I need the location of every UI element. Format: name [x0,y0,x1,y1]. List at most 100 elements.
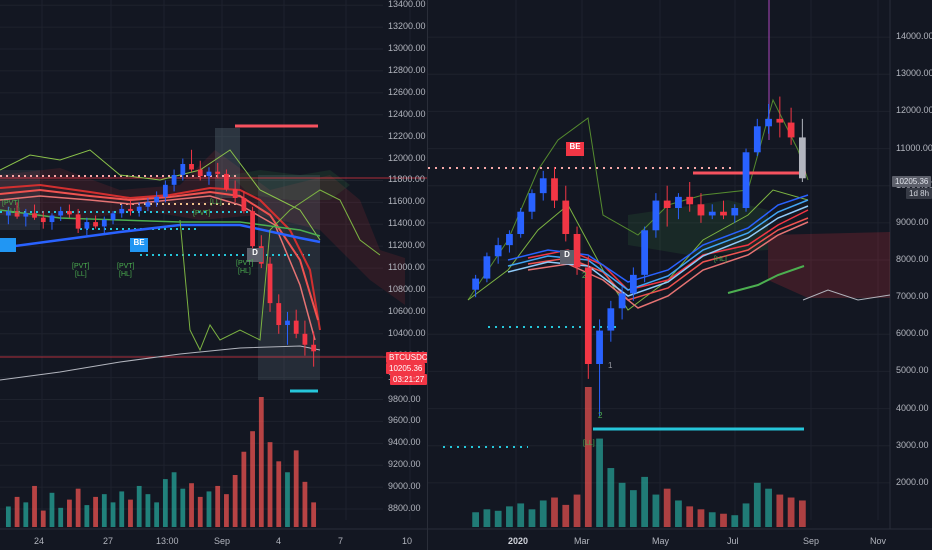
candle-body [40,217,46,223]
volume-bar [562,504,570,527]
ma-line [727,265,805,294]
candle-body [250,211,255,247]
volume-bar [215,485,221,527]
left-chart-pane[interactable]: 13400.00 13200.00 13000.00 12800.00 12600.00… [0,0,427,550]
pivot-label: [LL] [75,271,87,278]
time-axis-tick: 10 [402,536,413,546]
candle-body [765,118,772,127]
price-axis-tick: 12800.00 [388,64,426,75]
candle-body [84,222,90,229]
time-axis-tick: 2020 [508,536,529,546]
wave-label: 2 [598,411,603,420]
candle-body [720,211,727,216]
cloud-band [0,150,405,305]
time-axis-tick: Sep [214,536,231,546]
candle-body [206,171,212,177]
price-axis-tick: 9600.00 [388,415,421,426]
volume-bar [75,488,81,527]
last-price-tag: 10205.36 [892,176,932,187]
volume-bar [652,494,660,527]
time-axis-tick: May [652,536,670,546]
volume-bar [162,479,168,527]
price-axis-tick: 10600.00 [388,305,426,316]
volume-bar [49,492,55,527]
price-axis-tick: 11400.00 [388,218,425,229]
volume-bar [641,476,649,527]
price-axis-tick: 11800.00 [388,174,425,185]
candle-body [483,256,491,279]
price-axis-tick: 4000.00 [896,402,929,413]
price-axis-tick: 12000.00 [896,105,932,116]
candle-body [596,330,603,364]
wave-label: 1 [608,361,613,370]
price-axis-tick: 10400.00 [388,327,426,338]
candle-body [302,333,308,345]
volume-bar [494,510,502,527]
volume-bar [607,468,615,527]
candle-body [276,303,282,326]
candle-body [49,215,55,223]
pane-divider[interactable] [427,0,428,550]
volume-bar [731,515,739,527]
volume-bar [686,506,694,527]
candle-body [506,234,513,246]
time-axis-tick: Sep [803,536,820,546]
volume-bar [189,483,194,527]
price-axis-tick: 9000.00 [388,481,421,492]
pivot-label: [PVT] [117,263,135,270]
time-axis-tick: 4 [276,536,282,546]
volume-bar [276,461,282,527]
time-axis-tick: Mar [574,536,590,546]
candle-body [787,122,795,138]
candle-body [753,126,761,153]
be-marker: BE [566,142,584,156]
pivot-label: [PVT] [236,260,254,267]
volume-bar [285,472,290,527]
volume-bar [765,488,772,527]
volume-bar [798,500,806,527]
ichimoku-line [0,149,321,241]
volume-bar [776,494,784,527]
volume-bar [539,500,547,527]
candle-body [32,213,37,218]
price-axis-tick: 13200.00 [388,21,426,32]
ma-line [0,195,316,341]
candle-body [128,208,133,212]
left-chart-canvas[interactable] [0,0,427,550]
volume-bar [197,496,203,527]
candle-body [75,214,81,229]
last-price-tag: 10205.36 [386,363,426,374]
price-axis-tick: 13000.00 [388,43,426,53]
candle-body [641,230,649,275]
volume-bar [180,488,186,527]
volume-bar [472,512,480,527]
volume-bar [753,482,761,527]
be-marker-edge [0,238,16,252]
volume-bar [258,397,264,527]
volume-bar [250,431,255,527]
price-axis-tick: 9200.00 [388,459,421,470]
volume-bar [787,497,795,527]
candle-body [652,200,660,231]
right-chart-pane[interactable]: 14000.0013000.0012000.0011000.0010000.00… [428,0,932,550]
volume-bar [302,481,308,527]
volume-bar [551,497,558,527]
cloud-band [768,232,890,298]
volume-bar [171,472,177,527]
right-chart-canvas[interactable] [428,0,932,550]
candle-body [162,184,168,197]
pivot-label: [PVT] [72,263,90,270]
price-axis-tick: 9400.00 [388,437,421,448]
ma-line [527,221,809,309]
candle-body [472,278,480,290]
volume-bar [708,512,716,527]
candle-body [93,222,98,227]
pivot-label: [LL] [583,440,595,447]
candle-body [58,211,64,216]
volume-bar [58,507,64,527]
ma-line [0,209,321,237]
volume-bar [84,505,90,527]
price-axis-tick: 9800.00 [388,393,421,404]
volume-bar [697,509,705,527]
lagging-line [179,189,381,352]
